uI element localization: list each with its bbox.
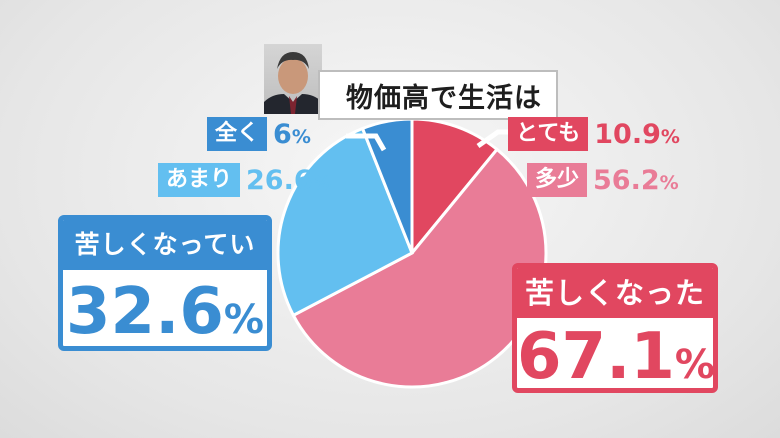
- pie-slice-tasho: [291, 147, 548, 389]
- summary-painful: 苦しくなった 67.1%: [512, 263, 718, 393]
- leader-line-mattaku: [346, 133, 387, 152]
- label-tasho-value: 56.2%: [593, 164, 679, 196]
- label-mattaku-value: 6%: [273, 118, 311, 150]
- politician-portrait: [264, 44, 322, 114]
- summary-painful-value: 67.1%: [517, 320, 715, 393]
- chart-title: 物価高で生活は: [318, 70, 558, 120]
- leader-line-totemo: [476, 129, 510, 149]
- pie-slice-amari: [276, 126, 414, 318]
- label-totemo-tag: とても: [508, 117, 589, 151]
- label-mattaku-tag: 全く: [207, 117, 268, 151]
- label-amari-value: 26.6%: [246, 164, 332, 196]
- summary-painful-label: 苦しくなった: [517, 268, 713, 318]
- label-totemo-value: 10.9%: [594, 118, 680, 150]
- chart-title-text: 物価高で生活は: [346, 82, 542, 114]
- summary-not-painful-label: 苦しくなっていない: [63, 220, 267, 309]
- label-totemo: とても 10.9%: [508, 117, 680, 151]
- label-mattaku: 全く 6%: [207, 117, 311, 151]
- summary-not-painful-value: 32.6%: [66, 275, 264, 349]
- label-tasho-tag: 多少: [527, 163, 588, 197]
- label-amari: あまり 26.6%: [158, 163, 332, 197]
- label-amari-tag: あまり: [158, 163, 241, 197]
- label-tasho: 多少 56.2%: [527, 163, 679, 197]
- summary-not-painful: 苦しくなっていない 32.6%: [58, 215, 272, 351]
